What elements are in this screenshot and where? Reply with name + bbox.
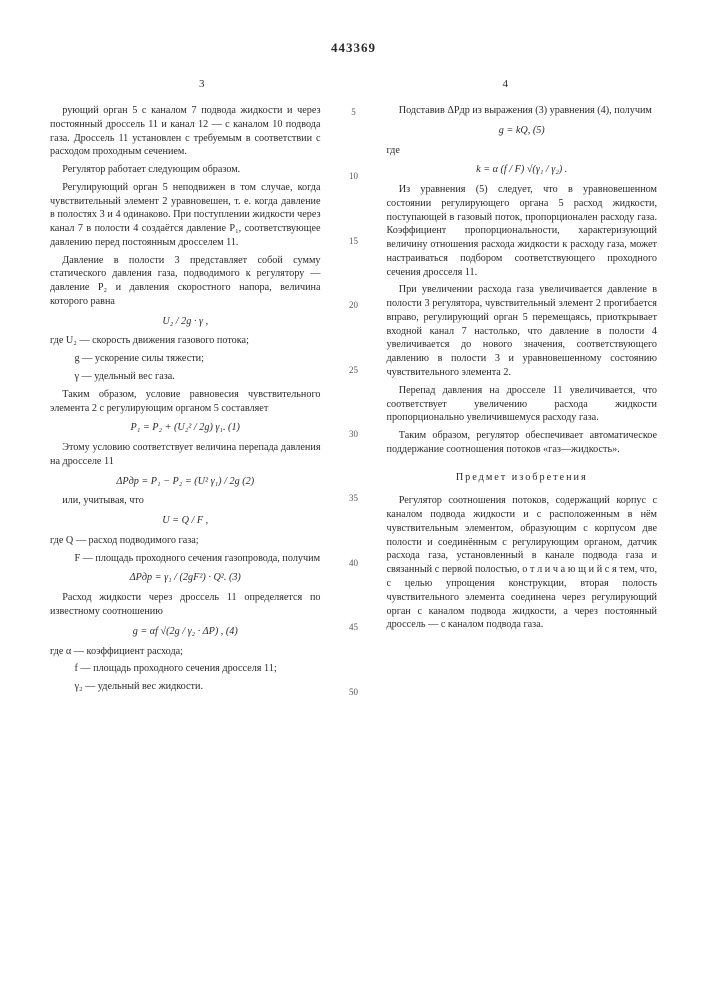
paragraph: Регулятор работает следующим образом. [50,163,321,177]
paragraph: или, учитывая, что [50,494,321,508]
paragraph: Расход жидкости через дроссель 11 опреде… [50,591,321,619]
line-number: 5 [345,106,363,118]
line-number: 45 [345,621,363,633]
where-line: где [387,144,658,158]
col-num-right: 4 [354,78,658,90]
formula: U = Q / F , [50,514,321,528]
line-number: 15 [345,235,363,247]
formula: ΔPдр = γ₁ / (2gF²) · Q². (3) [50,571,321,585]
line-number: 10 [345,170,363,182]
paragraph: Таким образом, регулятор обеспечивает ав… [387,429,658,457]
where-line: где α — коэффициент расхода; [50,645,321,659]
where-line: где Q — расход подводимого газа; [50,534,321,548]
line-number-gutter: 5 10 15 20 25 30 35 40 45 50 [345,104,363,698]
line-number: 50 [345,686,363,698]
formula: k = α (f / F) √(γ₁ / γ₂) . [387,163,658,177]
paragraph: Давление в полости 3 представляет собой … [50,254,321,309]
where-line: F — площадь проходного сечения газопрово… [50,552,321,566]
formula: ΔPдр = P₁ − P₂ = (U² γ₁) / 2g (2) [50,475,321,489]
where-line: где U₂ — скорость движения газового пото… [50,334,321,348]
where-line: g — ускорение силы тяжести; [50,352,321,366]
left-column: рующий орган 5 с каналом 7 подвода жидко… [50,104,321,698]
where-line: γ — удельный вес газа. [50,370,321,384]
paragraph: Из уравнения (5) следует, что в уравнове… [387,183,658,279]
line-number: 40 [345,557,363,569]
column-numbers: 3 4 [50,78,657,90]
formula: U₂ / 2g · γ , [50,315,321,329]
paragraph: Подставив ΔPдр из выражения (3) уравнени… [387,104,658,118]
paragraph: Этому условию соответствует величина пер… [50,441,321,469]
line-number: 35 [345,492,363,504]
paragraph: При увеличении расхода газа увеличиваетс… [387,283,658,379]
col-num-left: 3 [50,78,354,90]
paragraph: Таким образом, условие равновесия чувств… [50,388,321,416]
where-line: γ₂ — удельный вес жидкости. [50,680,321,694]
formula: g = αf √(2g / γ₂ · ΔP) , (4) [50,625,321,639]
line-number: 25 [345,364,363,376]
paragraph: рующий орган 5 с каналом 7 подвода жидко… [50,104,321,159]
line-number: 30 [345,428,363,440]
paragraph: Регулирующий орган 5 неподвижен в том сл… [50,181,321,250]
where-line: f — площадь проходного сечения дросселя … [50,662,321,676]
section-title: Предмет изобретения [387,471,658,485]
document-number: 443369 [50,40,657,56]
claim-paragraph: Регулятор соотношения потоков, содержащи… [387,494,658,632]
line-number: 20 [345,299,363,311]
paragraph: Перепад давления на дросселе 11 увеличив… [387,384,658,425]
right-column: Подставив ΔPдр из выражения (3) уравнени… [387,104,658,698]
formula: P₁ = P₂ + (U₂² / 2g) γ₁. (1) [50,421,321,435]
formula: g = kQ, (5) [387,124,658,138]
two-column-body: рующий орган 5 с каналом 7 подвода жидко… [50,104,657,698]
